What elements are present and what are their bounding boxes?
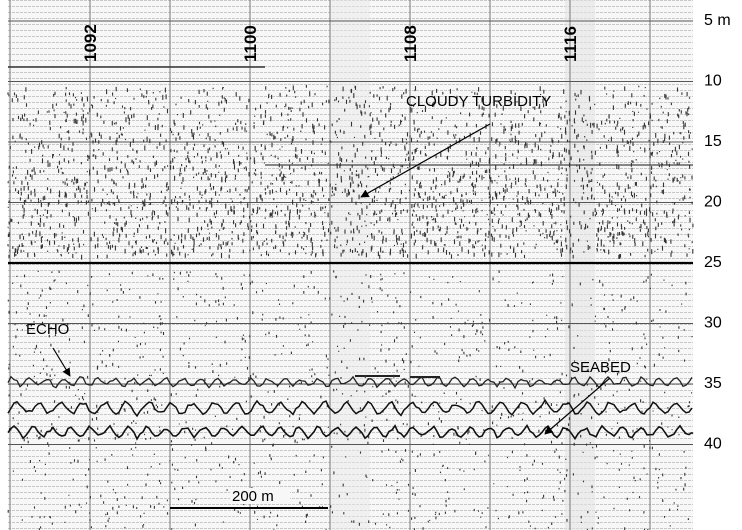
depth-label: 30 [704, 315, 722, 332]
depth-label: 15 [704, 133, 722, 150]
annotation: CLOUDY TURBIDITY [406, 93, 551, 110]
depth-label: 25 [704, 254, 722, 271]
fix-label: 1100 [241, 25, 260, 62]
depth-label: 35 [704, 375, 722, 392]
depth-label: 20 [704, 194, 722, 211]
annotation: ECHO [26, 321, 69, 338]
fix-label: 1092 [81, 24, 100, 62]
echogram-page: 1092 1100 1108 1116 5 m 10 15 20 25 30 35 40 CL… [0, 0, 742, 530]
depth-label: 5 m [704, 12, 731, 29]
scale-label: 200 m [232, 488, 274, 505]
fix-label: 1116 [561, 26, 580, 62]
depth-label: 40 [704, 436, 722, 453]
fix-label: 1108 [401, 25, 420, 62]
depth-label: 10 [704, 73, 722, 90]
echogram: 1092 1100 1108 1116 5 m 10 15 20 25 30 35 40 CL… [0, 0, 742, 530]
annotation: SEABED [570, 359, 631, 376]
depth-scale: 5 m 10 15 20 25 30 35 40 [704, 12, 731, 453]
shade-band [330, 0, 370, 530]
